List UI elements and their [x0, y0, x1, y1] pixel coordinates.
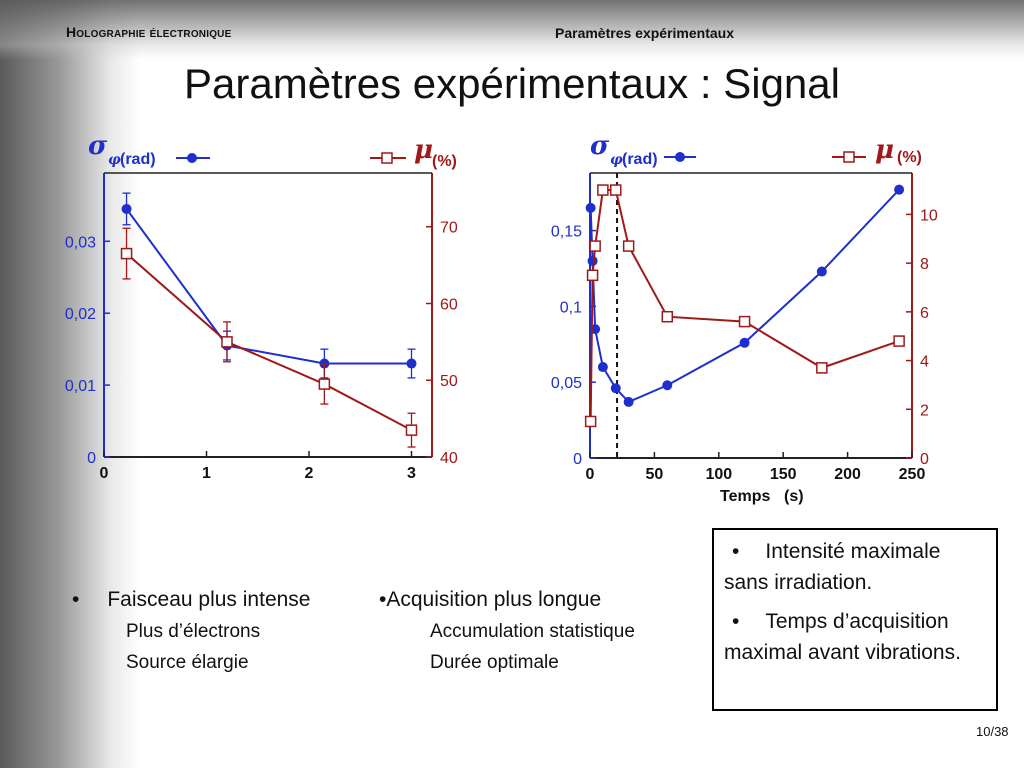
chart1-legend	[176, 152, 406, 164]
chart2-xlabel-unit: (s)	[784, 488, 804, 505]
chart2-point-right	[584, 415, 597, 428]
chart2-left-tick-label: 0,05	[551, 375, 582, 392]
chart2-x-tick-label: 150	[770, 466, 797, 483]
chart2-point-left	[739, 337, 750, 348]
chart2-point-right	[816, 362, 828, 374]
chart1-x-tick-label: 3	[407, 465, 416, 482]
chart2-right-tick-label: 8	[920, 256, 929, 273]
chart2-point-right	[661, 310, 674, 323]
chart2-left-symbol: σ	[590, 131, 610, 161]
chart2-point-left	[816, 266, 827, 277]
chart2-x-tick-label: 250	[899, 466, 926, 483]
bullet-col1: • Faisceau plus intense	[72, 588, 310, 612]
header-left: Holographie électronique	[66, 24, 232, 40]
chart2-series-left-line	[589, 188, 900, 404]
chart2-point-right	[738, 315, 751, 328]
chart1-x-tick-label: 2	[305, 465, 314, 482]
chart1-right-symbol: μ	[414, 135, 433, 165]
chart2-right-symbol: μ	[875, 135, 894, 165]
chart2-point-right	[610, 184, 622, 196]
slide-title: Paramètres expérimentaux : Signal	[184, 60, 840, 107]
chart2-point-left	[894, 184, 905, 195]
chart2-point-left	[623, 396, 634, 407]
box-marker: •	[732, 610, 740, 633]
chart2-point-right	[589, 240, 601, 252]
chart2-x-tick-label: 0	[586, 466, 595, 483]
chart2-right-tick-label: 4	[920, 354, 929, 371]
chart2-left-unit: (rad)	[622, 151, 658, 168]
chart2-point-right	[893, 335, 905, 347]
chart1-x-tick-label: 0	[100, 465, 109, 482]
chart1-right-tick-label: 50	[440, 373, 458, 390]
chart2-x-tick-label: 100	[705, 466, 732, 483]
bullet-col1-title: Faisceau plus intense	[107, 588, 311, 611]
chart1-point-right	[405, 424, 418, 436]
chart2-point-left	[610, 383, 621, 394]
chart1-point-left	[121, 203, 132, 214]
chart2-right-tick-label: 0	[920, 451, 929, 468]
box-item-2: • Temps d’acquisition maximal avant vibra…	[724, 610, 961, 664]
chart1-point-right	[318, 378, 331, 390]
chart2-left-subscript: φ	[610, 152, 623, 168]
chart2-x-tick-label: 200	[834, 466, 861, 483]
header-right: Paramètres expérimentaux	[555, 25, 734, 41]
page-number: 10/38	[976, 724, 1009, 739]
chart1-left-tick-label: 0	[87, 450, 96, 467]
chart1-x-tick-label: 1	[202, 465, 211, 482]
bullet-marker: •	[72, 588, 80, 611]
chart2-legend	[664, 151, 866, 163]
bullet-col1-sub1: Plus d’électrons	[126, 621, 261, 642]
chart1-right-tick-label: 70	[440, 220, 458, 237]
chart1-series-left-line	[125, 208, 412, 365]
chart1-right-tick-label: 40	[440, 450, 458, 467]
chart2-point-right	[586, 269, 599, 282]
box-marker: •	[732, 540, 740, 563]
chart2-left-tick-label: 0,15	[551, 224, 582, 241]
chart2-series-right-line	[589, 189, 900, 422]
chart2-left-tick-label: 0,1	[560, 299, 582, 316]
chart2-right-tick-label: 6	[920, 305, 929, 322]
chart2-xlabel: Temps	[720, 488, 770, 505]
chart1-left-tick-label: 0,02	[65, 306, 96, 323]
chart2-point-right	[622, 240, 635, 252]
chart1-left-tick-label: 0,03	[65, 234, 96, 251]
chart2-right-unit: (%)	[897, 149, 922, 166]
conclusion-box: • Intensité maximale sans irradiation. • T…	[712, 528, 998, 711]
bullet-col2-sub1: Accumulation statistique	[430, 621, 635, 642]
chart2-point-left	[585, 202, 596, 213]
chart2-point-right	[597, 184, 609, 196]
chart2-right-tick-label: 2	[920, 402, 929, 419]
chart2-right-tick-label: 10	[920, 207, 938, 224]
top-band	[0, 0, 1024, 60]
chart2-left-tick-label: 0	[573, 451, 582, 468]
chart1-left-subscript: φ	[108, 152, 121, 168]
chart1-point-right	[120, 247, 133, 260]
chart1-left-symbol: σ	[88, 131, 108, 161]
chart2-point-left	[587, 255, 598, 266]
chart1-right-tick-label: 60	[440, 296, 458, 313]
chart2-point-left	[597, 362, 608, 373]
bullet-col2-sub2: Durée optimale	[430, 652, 559, 673]
chart2-x-tick-label: 50	[646, 466, 664, 483]
chart2-point-left	[662, 380, 673, 391]
chart1-left-unit: (rad)	[120, 151, 156, 168]
bullet-col2-title: •Acquisition plus longue	[379, 588, 602, 611]
chart1-series-right-line	[125, 252, 412, 432]
box-item-1: • Intensité maximale sans irradiation.	[724, 540, 941, 594]
chart1-right-unit: (%)	[432, 153, 457, 170]
chart1-point-right	[221, 336, 233, 348]
bullet-col1-sub2: Source élargie	[126, 652, 249, 673]
chart1-point-left	[406, 358, 417, 369]
chart1-left-tick-label: 0,01	[65, 378, 96, 395]
